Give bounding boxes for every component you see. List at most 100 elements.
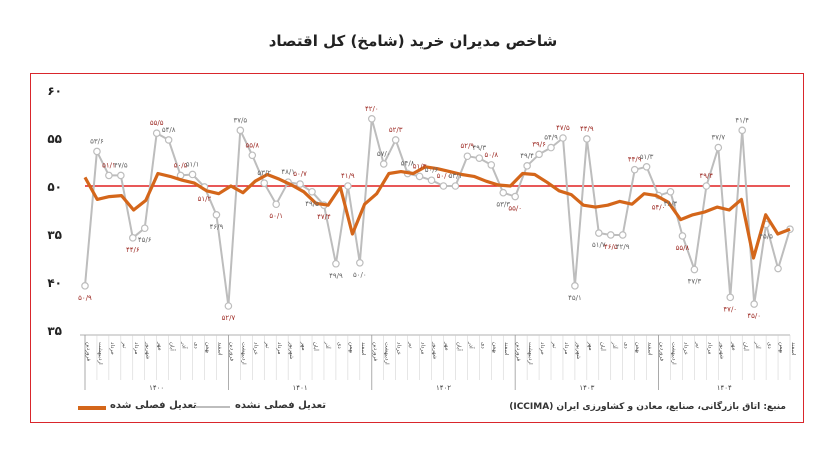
series-unadjusted-point — [439, 182, 448, 190]
series-unadjusted-point — [128, 234, 137, 242]
x-tick-label: اردیبهشت — [527, 342, 533, 365]
series-unadjusted-point — [391, 136, 400, 144]
x-tick-label: خرداد — [109, 342, 115, 355]
data-label: ۵۱/۳ — [413, 162, 427, 170]
y-tick-label: ۳۵ — [47, 228, 62, 242]
x-tick-label: خرداد — [539, 342, 545, 355]
legend-swatch-adjusted — [78, 406, 106, 410]
data-label: ۵۳/۶ — [90, 137, 104, 145]
series-unadjusted-point — [415, 172, 424, 181]
data-label: ۴۲/۹ — [616, 243, 630, 251]
data-label: ۴۵/۶ — [138, 236, 152, 244]
series-unadjusted-point — [344, 182, 352, 190]
x-tick-label: دی — [766, 342, 772, 349]
series-unadjusted-point — [750, 300, 758, 308]
chart-title: شاخص مدیران خرید (شامخ) کل اقتصاد — [268, 32, 558, 50]
x-tick-label: تیر — [551, 341, 557, 349]
data-label: ۴۱/۴ — [735, 116, 749, 124]
year-label: ۱۴۰۳ — [579, 384, 594, 392]
series-unadjusted-point — [618, 231, 627, 239]
series-unadjusted-point — [666, 187, 675, 196]
x-tick-label: آبان — [742, 342, 749, 351]
series-unadjusted-point — [535, 150, 543, 159]
x-tick-label: خرداد — [396, 342, 402, 355]
data-label: ۴۷/۰ — [723, 305, 737, 313]
data-label: ۴۵/۱ — [568, 294, 582, 302]
data-label: ۵۴/۹ — [544, 134, 558, 142]
data-label: ۵۱/۳ — [640, 153, 654, 161]
x-tick-label: تیر — [264, 341, 270, 349]
series-unadjusted-point — [224, 302, 233, 310]
x-tick-label: مهر — [300, 341, 306, 351]
data-label: ۵۳/۱ — [449, 172, 463, 180]
data-label: ۴۵/۵ — [759, 232, 773, 240]
data-label: ۴۴/۶ — [126, 246, 140, 254]
data-label: ۵۱/۷ — [592, 241, 606, 249]
y-tick-label: ۵۵ — [47, 132, 62, 146]
data-label: ۵۰/۱ — [269, 212, 283, 220]
data-label: ۵۰/۷ — [293, 170, 307, 178]
data-label: ۵۱/۱ — [186, 160, 200, 168]
series-unadjusted-point — [105, 171, 113, 180]
data-label: ۴۶/۹ — [210, 223, 224, 231]
data-label: ۴۹/۳ — [473, 144, 487, 152]
series-unadjusted-point — [583, 135, 591, 143]
series-unadjusted-point — [606, 231, 615, 239]
series-unadjusted-point — [642, 163, 651, 171]
x-tick-label: اردیبهشت — [240, 342, 246, 365]
y-tick-label: ۶۰ — [47, 84, 62, 98]
data-label: ۵۰/۹ — [78, 294, 92, 302]
x-tick-label: مهر — [157, 341, 163, 351]
source-note: منبع: اتاق بازرگانی، صنایع، معادن و کشاو… — [509, 402, 786, 412]
series-unadjusted-point — [272, 200, 280, 209]
x-tick-label: مرداد — [420, 342, 426, 354]
data-label: ۴۷/۵ — [114, 161, 128, 169]
series-unadjusted-point — [152, 129, 161, 138]
data-label: ۵۰/۶ — [425, 166, 439, 174]
x-tick-label: اردیبهشت — [671, 342, 677, 365]
series-unadjusted-point — [379, 160, 388, 168]
x-tick-label: اردیبهشت — [384, 342, 390, 365]
data-label: ۵۳/۲ — [257, 169, 271, 177]
chart-frame — [30, 73, 804, 423]
data-label: ۴۹/۵ — [305, 200, 319, 208]
series-unadjusted-point — [463, 152, 472, 161]
series-unadjusted-point — [296, 180, 304, 188]
series-unadjusted-point — [93, 147, 101, 156]
data-label: ۴۹/۴ — [520, 152, 534, 160]
x-tick-label: تیر — [121, 341, 127, 349]
x-tick-label: تیر — [408, 341, 414, 349]
x-tick-label: دی — [479, 342, 485, 349]
series-unadjusted-point — [595, 229, 603, 237]
x-tick-label: آبان — [169, 342, 176, 351]
data-label: ۴۷/۳ — [688, 278, 702, 286]
data-label: ۳۹/۶ — [532, 140, 546, 148]
series-unadjusted-point — [212, 211, 221, 219]
data-label: ۴۴/۹ — [580, 125, 594, 133]
data-label: ۳۸/۴ — [664, 200, 678, 208]
x-tick-label: دی — [623, 342, 629, 349]
series-unadjusted-point — [332, 259, 340, 268]
series-unadjusted-point — [140, 224, 149, 233]
series-unadjusted-point — [738, 126, 747, 135]
series-unadjusted-point — [308, 187, 316, 196]
data-label: ۴۱/۹ — [341, 172, 355, 180]
series-unadjusted-point — [630, 165, 639, 174]
data-label: ۵۵/۸ — [676, 244, 690, 252]
x-tick-label: بهمن — [778, 342, 784, 354]
data-label: ۴۵/۰ — [747, 312, 761, 320]
data-label: ۵۳/۳ — [496, 201, 510, 209]
data-label: ۵۲/۷ — [222, 314, 236, 322]
data-label: ۵۰/۰ — [437, 172, 451, 180]
x-tick-label: دی — [193, 342, 199, 349]
data-label: ۴۲/۰ — [365, 105, 379, 113]
series-unadjusted-point — [248, 151, 257, 160]
data-label: ۴۴/۹ — [628, 156, 642, 164]
data-label: ۵۴/۸ — [401, 160, 415, 168]
x-tick-label: خرداد — [252, 342, 258, 355]
data-label: ۵۱/۱ — [102, 161, 116, 169]
data-label: ۵۲/۹ — [461, 142, 475, 150]
data-label: ۳۷/۷ — [711, 134, 725, 142]
series-unadjusted-point — [690, 265, 699, 274]
data-label: ۴۷/۴ — [317, 213, 331, 221]
